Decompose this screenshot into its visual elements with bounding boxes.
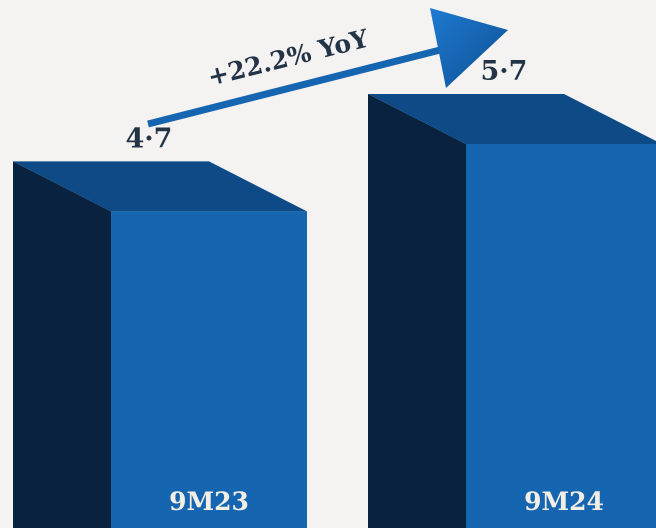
growth-arrow-head: [430, 8, 508, 88]
bar-side-face: [13, 161, 111, 528]
growth-annotation: +22.2% YoY: [205, 24, 373, 92]
bar-top-face: [13, 161, 307, 212]
bar-9m24: 5·7 9M24: [368, 56, 656, 528]
bars-group: 4·7 9M23 5·7 9M24: [13, 56, 656, 528]
category-label: 9M23: [169, 487, 249, 516]
bar-side-face: [368, 94, 466, 528]
growth-arrow: [147, 8, 508, 128]
bar-front-face: [111, 211, 307, 528]
value-label: 4·7: [126, 123, 173, 154]
bar-top-face: [368, 94, 656, 144]
value-label: 5·7: [481, 56, 528, 87]
category-label: 9M24: [524, 487, 604, 516]
bar-front-face: [466, 144, 656, 528]
bar-9m23: 4·7 9M23: [13, 123, 307, 528]
growth-arrow-shaft: [147, 44, 449, 128]
